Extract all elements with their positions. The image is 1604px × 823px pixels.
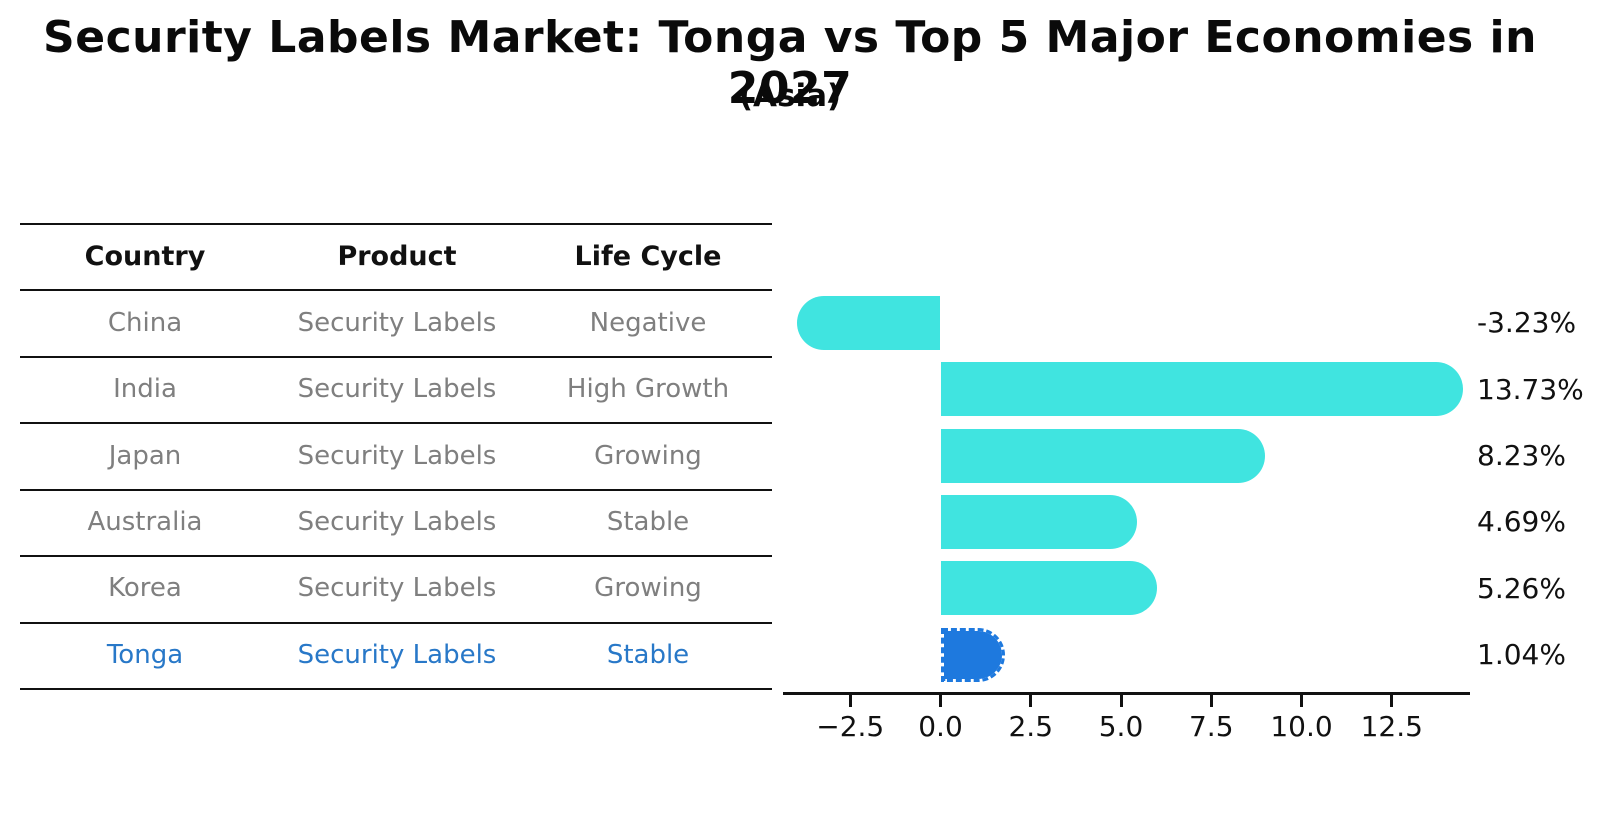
value-label-japan: 8.23% [1477, 439, 1566, 472]
life-cycle-cell: High Growth [566, 374, 730, 405]
chart-subtitle: (Asia) [738, 78, 842, 114]
country-cell: Tonga [106, 639, 184, 670]
table-rule [20, 223, 772, 225]
x-axis-tick [1029, 695, 1033, 707]
table-row-tonga: Tonga Security Labels Stable [20, 623, 772, 687]
x-axis-tick [1209, 695, 1213, 707]
column-header: Country [84, 240, 206, 272]
bar-australia [940, 494, 1137, 549]
value-label-india: 13.73% [1477, 372, 1584, 406]
chart-title: Security Labels Market: Tonga vs Top 5 M… [43, 12, 1537, 114]
table-rule [20, 289, 772, 292]
table-row-korea: Korea Security Labels Growing [20, 556, 772, 620]
table-row-india: India Security Labels High Growth [20, 357, 772, 421]
life-cycle-cell: Stable [606, 639, 690, 670]
bar-india [940, 362, 1464, 417]
value-label-korea: 5.26% [1477, 571, 1566, 605]
product-cell: Security Labels [297, 440, 497, 471]
value-label-china: -3.23% [1477, 306, 1577, 340]
table-header-row: Country Product Life Cycle [20, 224, 772, 288]
x-axis-tick-label: 5.0 [1098, 710, 1144, 743]
value-label-tonga: 1.04% [1477, 638, 1566, 672]
table-rule [20, 688, 772, 690]
x-axis-tick-label: 10.0 [1270, 710, 1333, 743]
x-axis-tick [848, 695, 852, 707]
x-axis-tick [1300, 695, 1303, 707]
table-row-china: China Security Labels Negative [20, 291, 772, 355]
x-axis-tick [1390, 695, 1394, 707]
table-rule [20, 488, 772, 491]
bar-tonga [940, 627, 1006, 682]
country-cell: Australia [87, 506, 203, 537]
product-cell: Security Labels [297, 639, 497, 670]
table-rule [20, 555, 772, 558]
value-label-australia: 4.69% [1477, 505, 1566, 539]
x-axis-tick-label: 12.5 [1360, 710, 1423, 743]
column-header: Product [337, 240, 457, 272]
bar-korea [940, 561, 1158, 616]
table-rule [20, 355, 772, 358]
product-cell: Security Labels [297, 506, 497, 537]
x-axis-tick-label: 7.5 [1188, 710, 1234, 743]
life-cycle-cell: Negative [589, 307, 707, 338]
life-cycle-cell: Stable [606, 506, 690, 537]
table-row-australia: Australia Security Labels Stable [20, 490, 772, 554]
life-cycle-cell: Growing [594, 440, 702, 471]
product-cell: Security Labels [297, 374, 497, 405]
table-rule [20, 422, 772, 425]
table-row-japan: Japan Security Labels Growing [20, 424, 772, 488]
x-axis-line [783, 692, 1470, 695]
x-axis-tick-label: −2.5 [816, 710, 885, 743]
product-cell: Security Labels [297, 307, 497, 338]
country-cell: Japan [108, 440, 182, 471]
bar-china [796, 295, 941, 350]
country-cell: Korea [108, 573, 182, 604]
country-cell: India [113, 374, 177, 405]
x-axis-tick [1119, 695, 1123, 707]
x-axis-tick-label: 0.0 [918, 710, 963, 743]
bar-japan [940, 428, 1265, 483]
table-rule [20, 621, 772, 624]
x-axis-tick-label: 2.5 [1008, 710, 1054, 743]
country-cell: China [107, 307, 183, 338]
life-cycle-cell: Growing [594, 573, 702, 604]
x-axis-tick [939, 695, 942, 707]
product-cell: Security Labels [297, 573, 497, 604]
column-header: Life Cycle [574, 240, 722, 272]
